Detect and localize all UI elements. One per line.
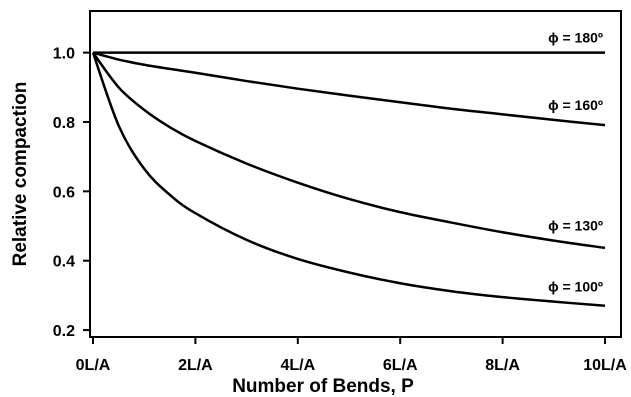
- y-tick-label: 1.0: [53, 46, 75, 63]
- y-axis-ticks: 0.2 0.4 0.6 0.8 1.0: [53, 46, 90, 340]
- series-label: ϕ = 100º: [548, 279, 603, 295]
- series-label: ϕ = 180º: [548, 30, 603, 46]
- x-tick-label: 2L/A: [178, 357, 213, 374]
- y-axis-title: Relative compaction: [10, 82, 31, 267]
- series-label: ϕ = 130º: [548, 218, 603, 234]
- curve-labels: ϕ = 180º ϕ = 160º ϕ = 130º ϕ = 100º: [548, 30, 603, 295]
- series-line: [91, 51, 606, 250]
- y-tick-label: 0.6: [53, 184, 75, 201]
- x-tick-label: 0L/A: [76, 357, 111, 374]
- x-tick-label: 6L/A: [383, 357, 418, 374]
- plot-frame: [89, 10, 622, 338]
- series-line: [92, 51, 606, 127]
- x-axis-title: Number of Bends, P: [232, 376, 414, 397]
- curves: [91, 51, 606, 308]
- x-tick-label: 8L/A: [485, 357, 520, 374]
- series-label: ϕ = 160º: [548, 97, 603, 113]
- y-tick-label: 0.8: [53, 115, 75, 132]
- series-line: [91, 52, 606, 308]
- y-tick-label: 0.4: [53, 254, 75, 271]
- x-tick-label: 4L/A: [280, 357, 315, 374]
- y-tick-label: 0.2: [53, 323, 75, 340]
- x-tick-label: 10L/A: [583, 357, 627, 374]
- x-axis-ticks: 0L/A 2L/A 4L/A 6L/A 8L/A 10L/A: [76, 337, 627, 374]
